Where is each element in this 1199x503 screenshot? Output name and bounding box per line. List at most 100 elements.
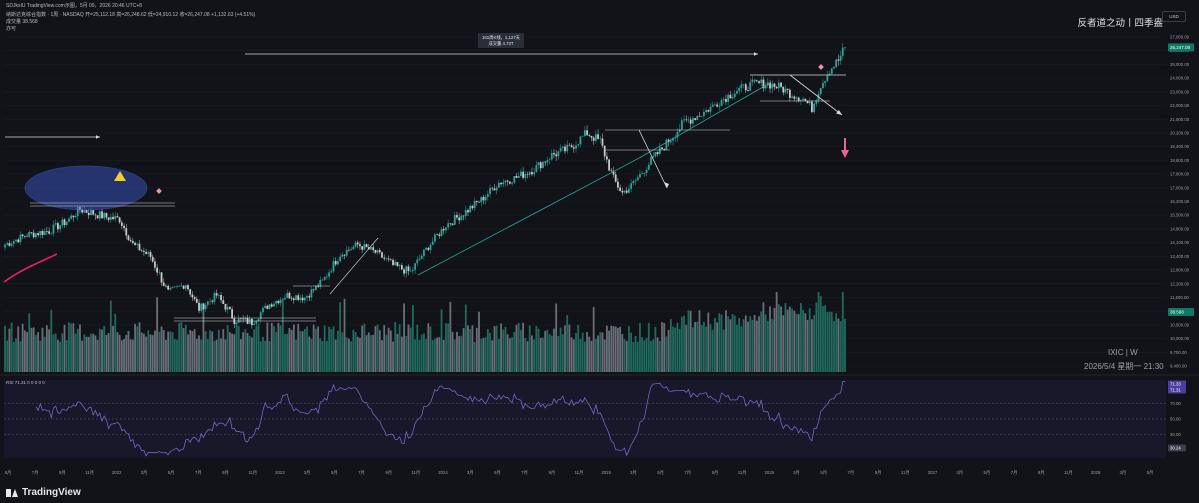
candlestick-series: [4, 42, 846, 329]
volume-bar: [819, 296, 822, 372]
volume-bar: [224, 339, 227, 372]
candle-body: [134, 242, 136, 245]
candle-body: [140, 250, 143, 252]
volume-bar: [167, 331, 170, 372]
time-tick-label: 2025: [601, 470, 611, 475]
volume-bar: [438, 337, 441, 372]
candle-body: [325, 276, 328, 278]
candle-body: [623, 190, 626, 193]
candle-body: [449, 223, 452, 224]
volume-bar: [303, 328, 306, 372]
price-tick-label: 20,200.00: [1170, 130, 1190, 135]
volume-bar: [151, 335, 154, 372]
volume-bar: [579, 338, 582, 372]
volume-bar: [841, 292, 844, 372]
volume-bar: [116, 332, 119, 372]
volume-bar: [409, 327, 412, 372]
green-trendline: [640, 82, 771, 158]
candle-body: [652, 156, 655, 158]
volume-bar: [400, 336, 403, 372]
volume-bar: [621, 333, 624, 372]
price-tick-label: 15,500.00: [1170, 213, 1190, 218]
candle-body: [544, 161, 547, 163]
candle-body: [275, 300, 278, 304]
candle-body: [70, 215, 73, 219]
time-tick-label: 7月: [684, 470, 691, 476]
candle-body: [154, 261, 156, 268]
candle-body: [656, 152, 659, 154]
candle-body: [180, 285, 183, 287]
volume-bar: [636, 341, 639, 372]
candle-body: [63, 219, 66, 225]
candle-body: [396, 261, 399, 266]
price-tick-label: 18,600.00: [1170, 158, 1190, 163]
candle-body: [639, 173, 641, 178]
time-tick-label: 3月: [141, 470, 148, 476]
candle-body: [791, 96, 793, 98]
rsi-badge: [1168, 380, 1186, 388]
volume-bar: [800, 303, 802, 372]
candle-body: [50, 233, 53, 235]
volume-bar: [187, 334, 189, 372]
volume-bar: [76, 328, 79, 372]
volume-bar: [140, 332, 143, 372]
candle-body: [813, 103, 816, 113]
tradingview-logo[interactable]: TradingView: [6, 487, 81, 498]
time-tick-label: 3月: [793, 470, 800, 476]
candle-body: [749, 82, 752, 91]
volume-bar: [85, 336, 88, 372]
candle-body: [702, 112, 705, 116]
volume-bar: [806, 320, 809, 372]
volume-bar: [632, 341, 635, 372]
time-tick-label: 3月: [304, 470, 311, 476]
volume-bar: [365, 335, 368, 372]
candle-body: [125, 228, 128, 236]
candle-body: [127, 235, 130, 241]
volume-bar: [720, 314, 723, 372]
volume-bar: [165, 339, 167, 372]
currency-button[interactable]: USD: [1162, 11, 1186, 22]
volume-bar: [786, 309, 789, 372]
volume-bar: [389, 330, 392, 372]
volume-bar: [429, 326, 432, 372]
volume-bar: [749, 316, 752, 372]
candle-body: [844, 47, 846, 48]
volume-bar: [520, 329, 522, 372]
volume-bar: [515, 324, 518, 372]
candle-body: [202, 303, 205, 310]
volume-bar: [74, 333, 77, 372]
candle-body: [493, 188, 496, 191]
volume-bar: [813, 315, 816, 372]
candle-body: [661, 147, 663, 149]
time-tick-label: 5月: [331, 470, 338, 476]
time-tick-label: 2022: [112, 470, 122, 475]
volume-bar: [114, 313, 117, 372]
volume-bar: [647, 323, 650, 372]
candle-body: [771, 83, 774, 89]
volume-bar: [610, 325, 613, 372]
candle-body: [438, 234, 441, 236]
volume-bar: [736, 324, 738, 372]
volume-bar: [34, 335, 37, 372]
volume-bar: [605, 325, 608, 372]
volume-bar: [292, 324, 295, 372]
volume-bar: [332, 326, 335, 372]
time-tick-label: 5月: [168, 470, 175, 476]
candle-body: [68, 218, 70, 222]
candle-body: [422, 249, 425, 256]
volume-bar: [149, 334, 152, 372]
volume-bar: [559, 327, 562, 372]
volume-bar: [451, 331, 454, 372]
price-tick-label: 10,500.00: [1170, 322, 1190, 327]
volume-bar: [577, 324, 580, 372]
candle-body: [718, 105, 721, 107]
range-annotation-text: 161周K线，1,127天: [482, 34, 521, 41]
candle-body: [231, 309, 233, 319]
candle-body: [343, 254, 346, 256]
candle-body: [685, 119, 688, 121]
volume-bar: [835, 313, 838, 372]
volume-bar: [48, 329, 50, 372]
volume-bar: [288, 328, 291, 372]
volume-bar: [209, 330, 211, 372]
